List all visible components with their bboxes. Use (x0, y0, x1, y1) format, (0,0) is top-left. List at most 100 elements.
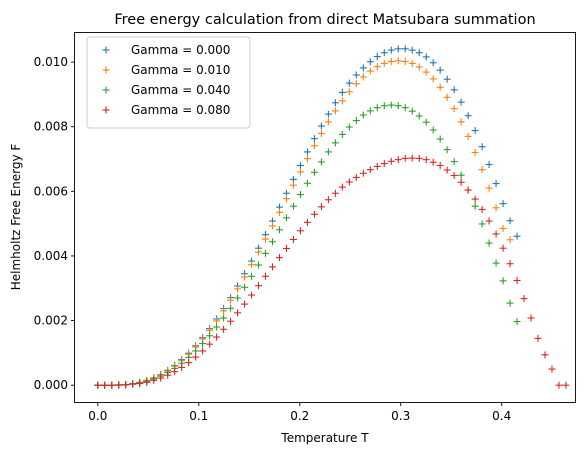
data-point (297, 162, 304, 169)
data-point (423, 119, 430, 126)
data-point (360, 73, 367, 80)
data-point (332, 139, 339, 146)
data-point (465, 187, 472, 194)
legend: Gamma = 0.000 Gamma = 0.010 Gamma = 0.040 G… (87, 37, 250, 128)
data-point (562, 382, 569, 389)
data-point (374, 53, 381, 60)
data-point (241, 301, 248, 308)
data-point (479, 166, 486, 173)
data-point (262, 236, 269, 243)
data-point (332, 190, 339, 197)
data-point (136, 380, 143, 387)
data-point (423, 53, 430, 60)
data-point (451, 105, 458, 112)
data-point (472, 149, 479, 156)
data-point (486, 240, 493, 247)
data-point (367, 68, 374, 75)
data-point (388, 58, 395, 65)
data-point (395, 156, 402, 163)
data-point (353, 117, 360, 124)
data-point (451, 86, 458, 93)
data-point (465, 133, 472, 140)
data-point (402, 58, 409, 65)
data-point (535, 335, 542, 342)
data-point (241, 273, 248, 280)
data-point (465, 112, 472, 119)
data-point (353, 174, 360, 181)
data-point (381, 102, 388, 109)
data-point (507, 300, 514, 307)
data-point (395, 102, 402, 109)
data-point (479, 206, 486, 213)
y-tick-label: 0.008 (34, 120, 68, 134)
data-point (388, 47, 395, 54)
data-point (325, 118, 332, 125)
data-point (360, 170, 367, 177)
data-point (374, 104, 381, 111)
data-point (262, 250, 269, 257)
data-point (311, 142, 318, 149)
data-point (367, 166, 374, 173)
x-axis-label: Temperature T (280, 431, 369, 445)
data-point (381, 160, 388, 167)
data-point (402, 104, 409, 111)
legend-label: Gamma = 0.080 (131, 103, 230, 117)
data-point (325, 148, 332, 155)
data-point (493, 180, 500, 187)
data-point (381, 49, 388, 56)
data-point (500, 277, 507, 284)
data-point (437, 67, 444, 74)
data-point (234, 294, 241, 301)
x-tick-label: 0.2 (290, 409, 309, 423)
data-point (430, 59, 437, 66)
data-point (248, 273, 255, 280)
data-point (339, 184, 346, 191)
data-point (101, 382, 108, 389)
data-point (311, 211, 318, 218)
data-point (255, 282, 262, 289)
data-point (318, 158, 325, 165)
data-point (416, 113, 423, 120)
chart-title: Free energy calculation from direct Mats… (114, 12, 535, 28)
x-tick-label: 0.0 (88, 409, 107, 423)
data-point (381, 60, 388, 67)
series-3 (94, 155, 569, 389)
legend-label: Gamma = 0.010 (131, 63, 230, 77)
data-point (374, 63, 381, 70)
series-2 (94, 102, 520, 389)
data-point (430, 75, 437, 82)
data-point (206, 332, 213, 339)
y-axis-label: Helmholtz Free Energy F (9, 144, 23, 291)
data-point (283, 195, 290, 202)
y-tick-label: 0.006 (34, 184, 68, 198)
data-point (437, 162, 444, 169)
data-point (458, 179, 465, 186)
data-point (346, 88, 353, 95)
data-point (430, 126, 437, 133)
data-point (276, 254, 283, 261)
data-point (514, 277, 521, 284)
data-point (514, 318, 521, 325)
data-point (500, 200, 507, 207)
data-point (500, 245, 507, 252)
data-point (555, 382, 562, 389)
data-point (437, 84, 444, 91)
data-point (199, 347, 206, 354)
data-point (185, 359, 192, 366)
data-point (269, 238, 276, 245)
data-point (444, 94, 451, 101)
data-point (311, 169, 318, 176)
data-point (94, 382, 101, 389)
data-point (248, 292, 255, 299)
data-point (507, 217, 514, 224)
data-point (318, 123, 325, 130)
y-tick-label: 0.002 (34, 314, 68, 328)
x-tick-label: 0.3 (391, 409, 410, 423)
data-point (507, 260, 514, 267)
data-point (297, 227, 304, 234)
data-point (353, 80, 360, 87)
data-point (122, 381, 129, 388)
y-tick-label: 0.000 (34, 378, 68, 392)
data-point (374, 163, 381, 170)
